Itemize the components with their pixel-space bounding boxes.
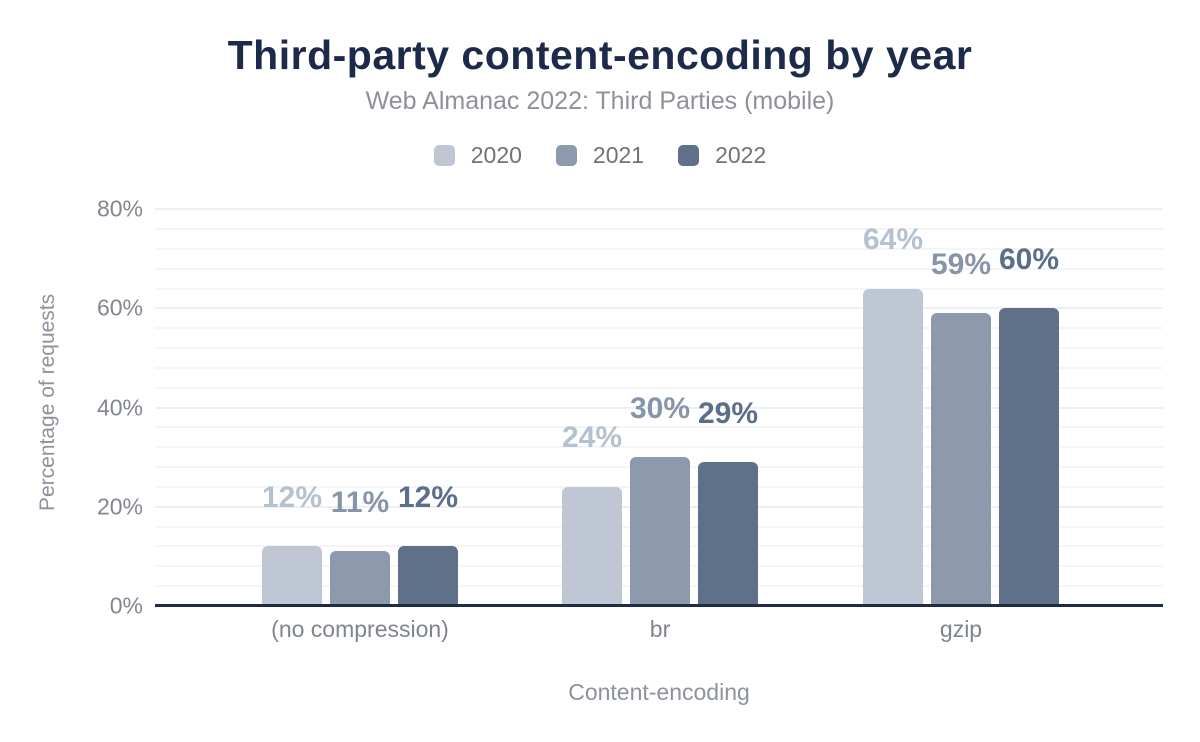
chart-subtitle: Web Almanac 2022: Third Parties (mobile) [365,87,835,115]
minor-gridline-72 [155,247,1163,250]
legend-item-2020: 2020 [433,142,522,169]
legend: 2020 2021 2022 [0,142,1200,169]
bar-value-label-2022-gzip: 60% [998,242,1060,276]
bar-2021-br [630,457,690,606]
plot-area: 12% 24% 64% 11% 30% 59% 12% 29% 60% [155,195,1163,609]
legend-label-2022: 2022 [715,142,767,168]
minor-gridline-76 [155,228,1163,231]
y-tick-labels: 0% 20% 40% 60% 80% [0,195,143,619]
x-axis-title: Content-encoding [568,679,750,705]
x-tick-br: br [649,616,671,642]
bar-value-label-2020-(no compression): 12% [261,480,323,514]
bar-2021-gzip [931,313,991,606]
major-gridline-80 [155,208,1163,211]
minor-gridline-36 [155,426,1163,429]
bar-2022-gzip [999,308,1059,606]
bar-2022-(no compression) [398,546,458,606]
x-tick-gzip: gzip [939,616,983,642]
major-gridline-40 [155,406,1163,409]
bar-2020-(no compression) [262,546,322,606]
legend-label-2021: 2021 [592,142,645,168]
minor-gridline-64 [155,287,1163,290]
y-tick-40%: 40% [96,394,143,421]
legend-label-2020: 2020 [470,142,522,168]
minor-gridline-48 [155,366,1163,369]
bar-value-label-2020-br: 24% [561,421,623,455]
legend-item-2021: 2021 [555,142,645,169]
legend-item-2022: 2022 [678,142,766,169]
bar-value-label-2020-gzip: 64% [862,223,924,257]
major-gridline-60 [155,307,1163,310]
chart-title: Third-party content-encoding by year [227,32,973,78]
x-tick-labels: (no compression) br gzip [155,616,1163,646]
legend-swatch-icon-2022 [678,145,700,166]
bar-value-label-2021-gzip: 59% [930,247,992,281]
minor-gridline-56 [155,327,1163,330]
minor-gridline-68 [155,267,1163,270]
bar-value-label-2022-(no compression): 12% [397,480,459,514]
bar-2021-(no compression) [330,551,390,606]
bar-2020-gzip [863,288,923,606]
minor-gridline-44 [155,386,1163,389]
legend-swatch-icon-2021 [555,145,577,166]
y-tick-80%: 80% [96,195,143,222]
bar-2020-br [562,486,622,606]
legend-swatch-icon-2020 [433,145,455,166]
minor-gridline-52 [155,347,1163,350]
bar-value-label-2021-(no compression): 11% [330,485,390,519]
bar-value-label-2021-br: 30% [629,391,691,425]
y-tick-20%: 20% [96,493,143,520]
minor-gridline-32 [155,446,1163,449]
bar-2022-br [698,462,758,606]
x-axis-line [155,604,1163,607]
y-tick-60%: 60% [96,294,143,321]
y-tick-0%: 0% [109,592,143,619]
bar-value-label-2022-br: 29% [697,396,759,430]
x-tick-(no compression): (no compression) [271,616,449,642]
